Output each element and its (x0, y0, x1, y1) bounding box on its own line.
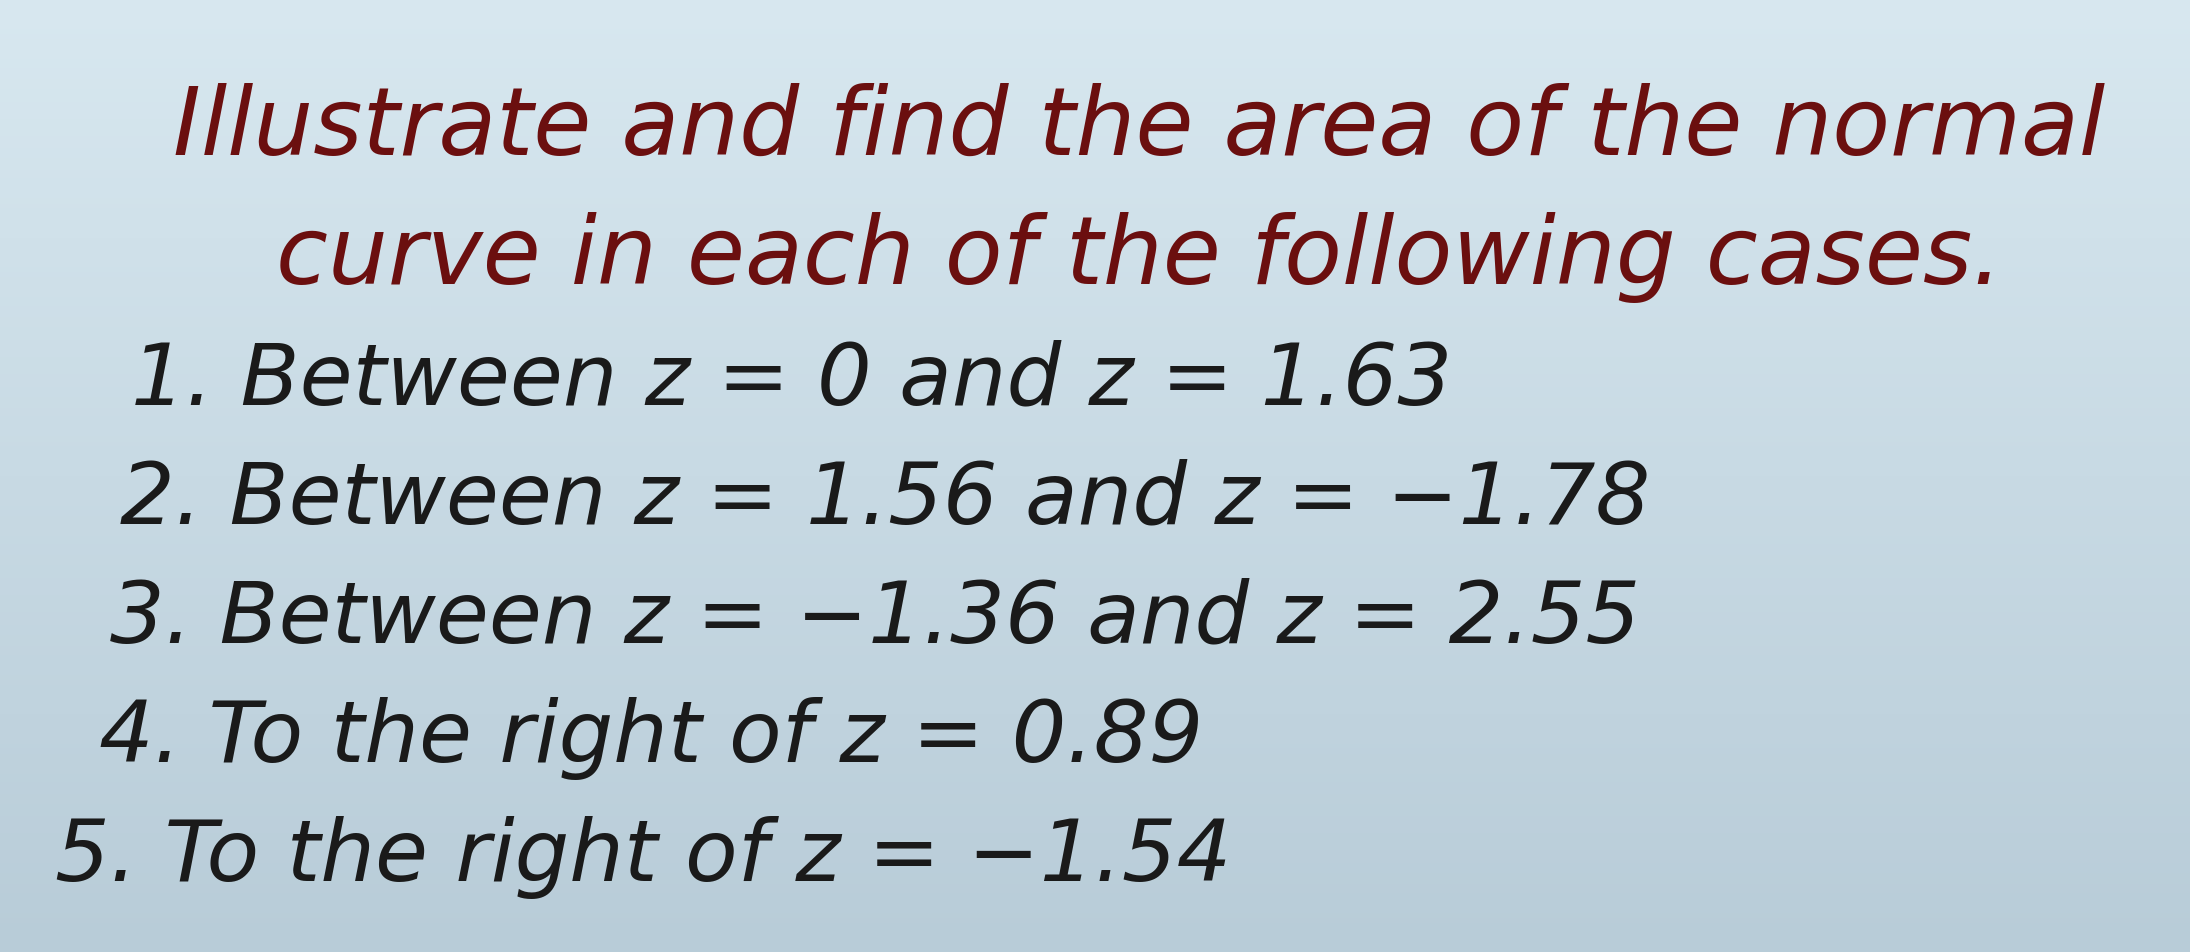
Text: 4. To the right of z = 0.89: 4. To the right of z = 0.89 (99, 696, 1202, 780)
Text: 1. Between z = 0 and z = 1.63: 1. Between z = 0 and z = 1.63 (131, 339, 1452, 423)
Text: 2. Between z = 1.56 and z = −1.78: 2. Between z = 1.56 and z = −1.78 (120, 458, 1651, 542)
Text: Illustrate and find the area of the normal: Illustrate and find the area of the norm… (173, 83, 2105, 174)
Text: 3. Between z = −1.36 and z = 2.55: 3. Between z = −1.36 and z = 2.55 (110, 577, 1640, 661)
Text: curve in each of the following cases.: curve in each of the following cases. (276, 211, 2002, 303)
Text: 5. To the right of z = −1.54: 5. To the right of z = −1.54 (55, 815, 1231, 899)
